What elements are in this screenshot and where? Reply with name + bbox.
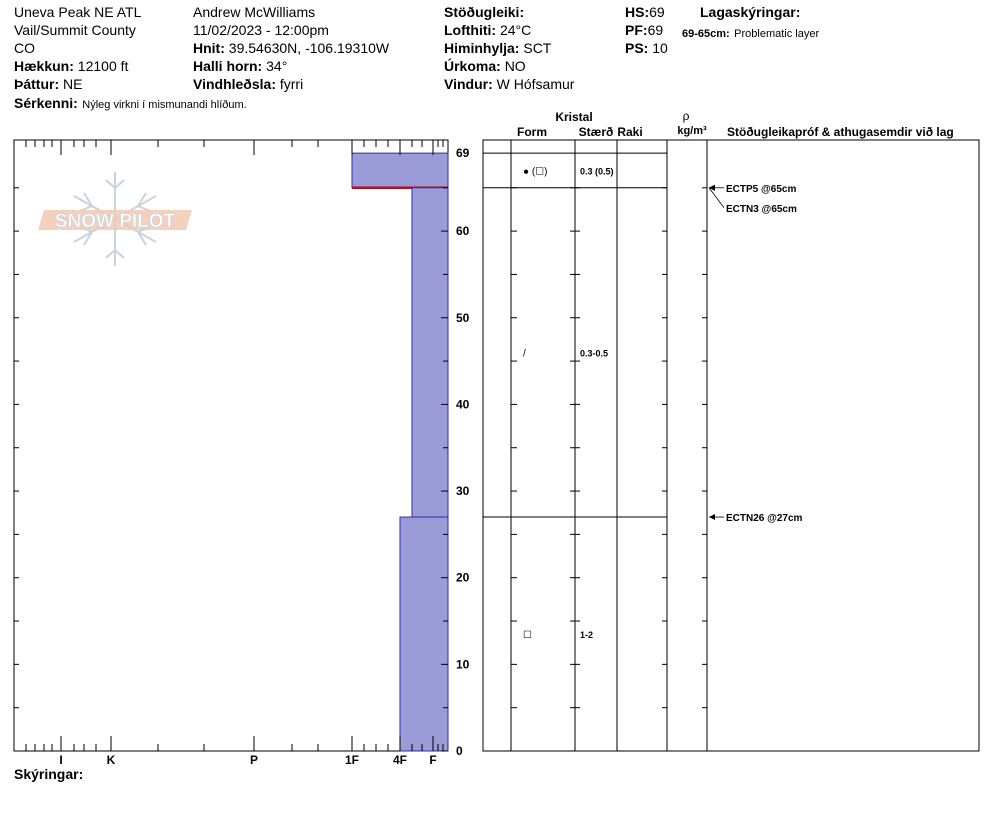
crystal-header: Kristal xyxy=(555,110,592,124)
state: CO xyxy=(14,40,35,56)
ps-value: 10 xyxy=(652,40,668,56)
legend-desc: Problematic layer xyxy=(734,28,820,40)
size-header: Stærð xyxy=(579,125,614,139)
pf-label: PF: xyxy=(625,22,648,38)
wind-row: Vindur: W Hófsamur xyxy=(444,76,574,92)
crystal-size: 1-2 xyxy=(580,630,593,640)
location: Uneva Peak NE ATL xyxy=(14,4,142,20)
moisture-header: Raki xyxy=(617,125,642,139)
coords-label: Hnit: xyxy=(193,40,225,56)
hardness-layer-bar xyxy=(411,187,449,518)
logo-text: SNOW PILOT xyxy=(55,211,176,232)
elevation-value: 12100 ft xyxy=(77,58,129,74)
crystal-size: 0.3 (0.5) xyxy=(580,166,614,176)
observer-name: Andrew McWilliams xyxy=(193,4,316,20)
depth-tick-label: 0 xyxy=(456,744,463,758)
form-header: Form xyxy=(517,125,547,139)
sky-row: Himinhylja: SCT xyxy=(444,40,551,56)
crystal-size: 0.3-0.5 xyxy=(580,348,608,358)
ps-label: PS: xyxy=(625,40,649,56)
features-row: Sérkenni: Nýleg virkni í mismunandi hlíð… xyxy=(14,95,247,113)
elevation-row: Hækkun: 12100 ft xyxy=(14,58,128,74)
depth-tick-label: 50 xyxy=(456,311,470,325)
stability-test-label: ECTP5 @65cm xyxy=(726,184,796,195)
hardness-tick-label: K xyxy=(107,753,116,767)
stability-row: Stöðugleiki: xyxy=(444,4,524,20)
coords-row: Hnit: 39.54630N, -106.19310W xyxy=(193,40,389,56)
depth-tick-label: 60 xyxy=(456,224,470,238)
crystal-form-symbol: / xyxy=(523,348,526,359)
hs-row: HS:69 xyxy=(625,4,665,20)
aspect-value: NE xyxy=(63,76,83,92)
depth-tick-label: 30 xyxy=(456,484,470,498)
crystal-form-symbol: ☐ xyxy=(523,630,532,641)
hs-value: 69 xyxy=(649,4,665,20)
wind-label: Vindur: xyxy=(444,76,493,92)
depth-top-label: 69 xyxy=(456,146,470,160)
slope-row: Halli horn: 34° xyxy=(193,58,287,74)
county: Vail/Summit County xyxy=(14,22,136,38)
test-arrowhead xyxy=(709,184,715,191)
wind-loading-value: fyrri xyxy=(279,76,304,92)
hardness-layer-bar xyxy=(351,152,449,189)
stability-test-label: ECTN3 @65cm xyxy=(726,204,797,215)
hardness-tick-label: P xyxy=(250,753,258,767)
slope-value: 34° xyxy=(266,58,288,74)
observation-datetime: 11/02/2023 - 12:00pm xyxy=(193,22,329,38)
sky-value: SCT xyxy=(523,40,552,56)
hardness-tick-label: F xyxy=(429,753,436,767)
elevation-label: Hækkun: xyxy=(14,58,74,74)
hardness-layer-bar xyxy=(399,516,449,752)
wind-value: W Hófsamur xyxy=(496,76,575,92)
notes-label: Skýringar: xyxy=(14,766,84,782)
pf-row: PF:69 xyxy=(625,22,663,38)
depth-tick-label: 20 xyxy=(456,571,470,585)
hardness-tick-label: 4F xyxy=(393,753,407,767)
sky-label: Himinhylja: xyxy=(444,40,520,56)
pf-value: 69 xyxy=(647,22,664,38)
logo-banner xyxy=(38,210,192,230)
tests-header: Stöðugleikapróf & athugasemdir við lag xyxy=(727,125,954,139)
features-value: Nýleg virkni í mismunandi hlíðum. xyxy=(82,99,247,111)
air-temp-row: Lofthiti: 24°C xyxy=(444,22,531,38)
stability-test-label: ECTN26 @27cm xyxy=(726,513,803,524)
aspect-row: Þáttur: NE xyxy=(14,76,82,92)
test-arrowhead xyxy=(709,514,715,521)
features-label: Sérkenni: xyxy=(14,95,78,111)
test-arrow xyxy=(708,187,725,209)
ps-row: PS: 10 xyxy=(625,40,668,56)
hardness-tick-label: 1F xyxy=(345,753,359,767)
rho-header: ρ xyxy=(683,109,690,123)
precip-row: Úrkoma: NO xyxy=(444,58,526,74)
precip-label: Úrkoma: xyxy=(444,58,501,74)
depth-tick-label: 40 xyxy=(456,397,470,411)
depth-tick-label: 10 xyxy=(456,657,470,671)
layer-table-frame xyxy=(482,139,980,752)
hs-label: HS: xyxy=(625,4,650,20)
legend-title: Lagaskýringar: xyxy=(700,4,801,20)
legend-entry: 69-65cm: Problematic layer xyxy=(682,24,819,42)
density-unit-header: kg/m³ xyxy=(677,125,707,137)
wind-loading-row: Vindhleðsla: fyrri xyxy=(193,76,303,92)
legend-range: 69-65cm: xyxy=(682,28,730,40)
stability-label: Stöðugleiki: xyxy=(444,4,525,20)
air-temp-label: Lofthiti: xyxy=(444,22,497,38)
hardness-tick-label: I xyxy=(59,753,62,767)
coords-value: 39.54630N, -106.19310W xyxy=(228,40,390,56)
precip-value: NO xyxy=(504,58,526,74)
wind-loading-label: Vindhleðsla: xyxy=(193,76,276,92)
air-temp-value: 24°C xyxy=(499,22,532,38)
aspect-label: Þáttur: xyxy=(14,76,60,92)
crystal-form-symbol: ● (☐) xyxy=(523,166,547,177)
slope-label: Halli horn: xyxy=(193,58,263,74)
